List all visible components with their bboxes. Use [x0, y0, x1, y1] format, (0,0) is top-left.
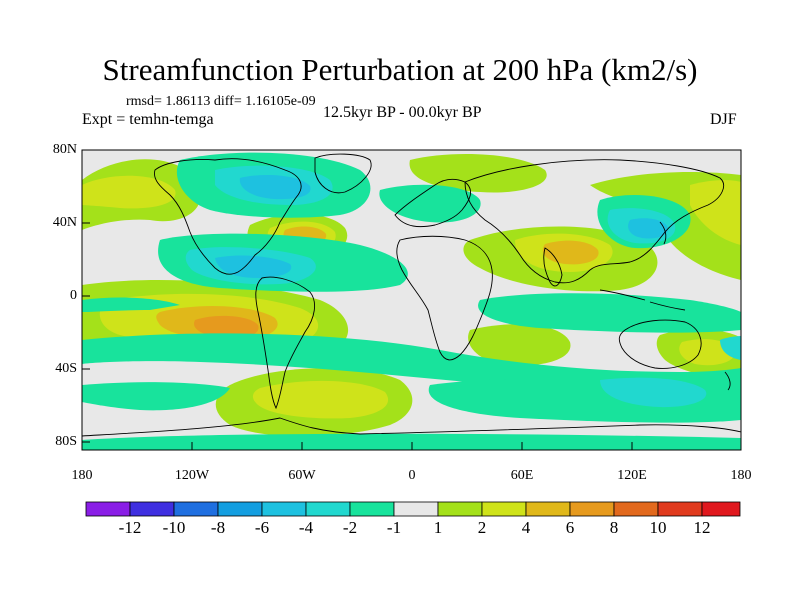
stats-line: rmsd= 1.86113 diff= 1.16105e-09	[126, 94, 316, 109]
contour-band-pos	[194, 315, 259, 339]
contour-band-neg	[379, 184, 481, 223]
colorbar-swatch	[305, 501, 351, 517]
lon-label: 180	[730, 468, 752, 483]
colorbar-label: -6	[254, 518, 270, 537]
contour-band-pos	[252, 380, 389, 419]
colorbar-label: 6	[565, 518, 575, 537]
lat-ticks	[82, 149, 90, 443]
contour-band-neg	[628, 218, 669, 239]
coastline-japan	[659, 221, 667, 245]
lon-ticks	[81, 442, 742, 450]
colorbar-label: 8	[609, 518, 619, 537]
colorbar-swatch	[173, 501, 219, 517]
coastline-new-zealand	[724, 371, 731, 391]
colorbar-label: 1	[433, 518, 443, 537]
experiment-label: Expt = temhn-temga	[82, 111, 214, 128]
colorbar-swatch	[525, 501, 571, 517]
contour-band-neg	[82, 297, 180, 312]
lon-label: 180	[71, 468, 93, 483]
colorbar-swatch	[657, 501, 703, 517]
colorbar-label: 2	[477, 518, 487, 537]
colorbar-label: -8	[210, 518, 226, 537]
coastline-india	[543, 247, 563, 287]
colorbar-label: -1	[386, 518, 402, 537]
lon-label: 120W	[174, 468, 210, 483]
coastline-africa	[396, 235, 493, 361]
season-label: DJF	[710, 111, 737, 128]
coastline-antarctica	[82, 417, 741, 437]
contour-band-neg	[215, 255, 292, 278]
colorbar-swatch	[393, 501, 439, 517]
colorbar-label: -2	[342, 518, 358, 537]
coastline-greenland	[314, 153, 372, 194]
coastline-south-america	[255, 276, 316, 410]
colorbar-label: -10	[162, 518, 186, 537]
lat-label: 40S	[55, 361, 77, 376]
contour-band-pos	[82, 175, 176, 209]
lon-label: 120E	[617, 468, 647, 483]
colorbar-label: -12	[118, 518, 142, 537]
lon-label: 60E	[510, 468, 534, 483]
colorbar-swatch	[261, 501, 307, 517]
coastline-indonesia	[599, 289, 686, 311]
colorbar-label: 12	[693, 518, 711, 537]
lat-label: 0	[70, 288, 77, 303]
colorbar-swatch	[569, 501, 615, 517]
lon-label: 0	[408, 468, 416, 483]
colorbar	[85, 501, 741, 517]
lat-label: 80N	[52, 142, 77, 157]
contour-band-neg	[720, 336, 741, 360]
colorbar-swatch	[481, 501, 527, 517]
colorbar-swatch	[129, 501, 175, 517]
contour-band-neg	[600, 377, 707, 408]
colorbar-swatch	[217, 501, 263, 517]
coastline-europe	[394, 178, 472, 228]
colorbar-swatch	[349, 501, 395, 517]
colorbar-swatch	[613, 501, 659, 517]
contour-field	[82, 152, 741, 450]
contour-band-neg	[82, 382, 230, 411]
coastlines	[82, 153, 741, 437]
map-title: Streamfunction Perturbation at 200 hPa (…	[102, 52, 698, 87]
contour-band-pos	[409, 154, 547, 193]
lon-label: 60W	[288, 468, 316, 483]
coastline-north-america	[154, 158, 302, 275]
colorbar-swatch	[701, 501, 741, 517]
contour-band-neg	[239, 174, 311, 200]
contour-band-pos	[690, 180, 741, 245]
colorbar-label: 10	[649, 518, 667, 537]
contour-band-neg	[82, 333, 741, 393]
lat-label: 80S	[55, 434, 77, 449]
contour-band-neg	[82, 433, 741, 450]
contour-band-neg	[478, 293, 741, 333]
contour-band-pos	[542, 240, 599, 265]
colorbar-swatch	[85, 501, 131, 517]
colorbar-label: -4	[298, 518, 314, 537]
period-label: 12.5kyr BP - 00.0kyr BP	[323, 104, 482, 121]
colorbar-label: 4	[521, 518, 531, 537]
contour-band-pos	[468, 324, 571, 366]
lat-label: 40N	[52, 215, 77, 230]
coastline-asia	[464, 159, 724, 284]
coastline-australia	[618, 319, 702, 369]
colorbar-swatch	[437, 501, 483, 517]
